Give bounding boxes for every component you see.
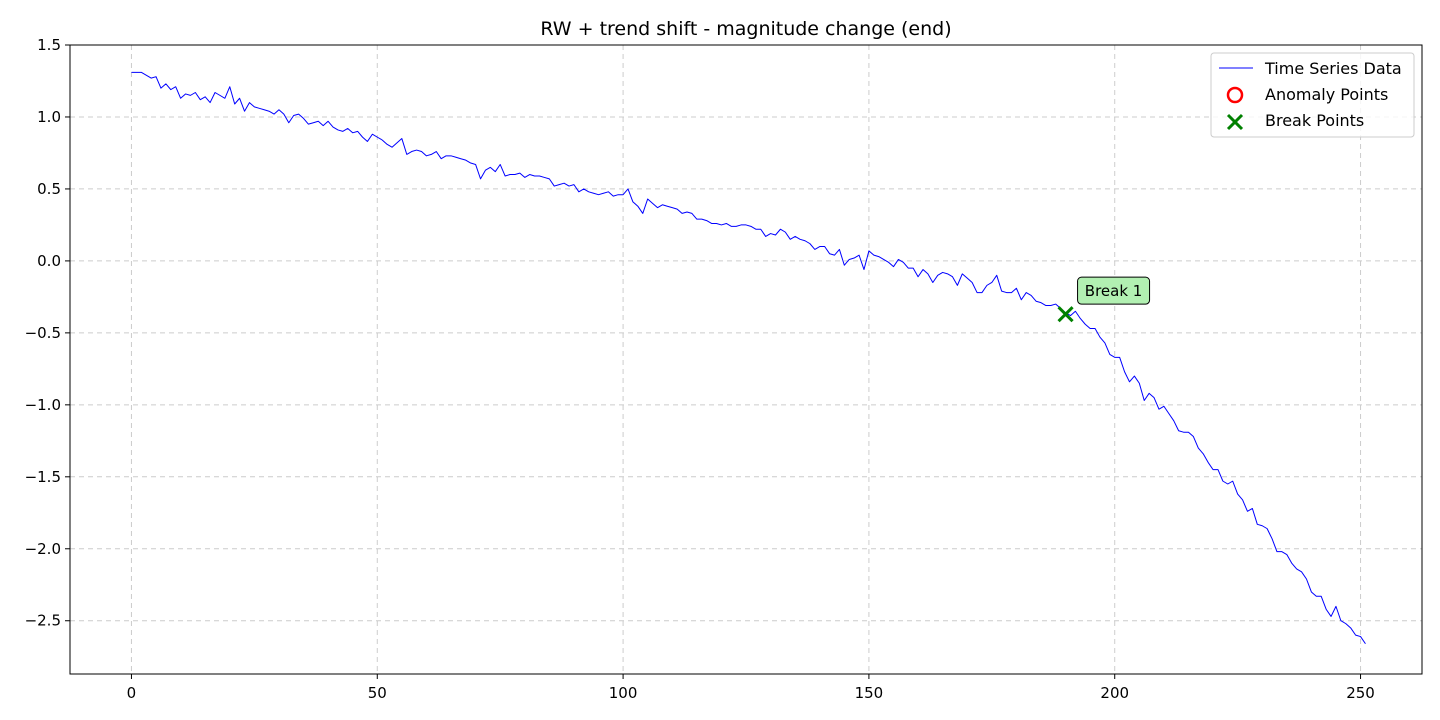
- y-tick-label: 0.0: [37, 252, 61, 270]
- y-tick-label: −2.0: [25, 540, 61, 558]
- y-tick-label: −0.5: [25, 324, 61, 342]
- legend: Time Series Data Anomaly Points Break Po…: [1210, 52, 1415, 138]
- x-tick-label: 0: [127, 684, 137, 702]
- x-tick-label: 150: [855, 684, 884, 702]
- legend-label-time-series: Time Series Data: [1264, 59, 1402, 78]
- legend-break-swatch: [1226, 113, 1244, 131]
- plot-frame: [69, 44, 1423, 675]
- y-tick-label: 0.5: [37, 180, 61, 198]
- break-annotation: Break 1: [1077, 276, 1151, 305]
- legend-label-anomaly: Anomaly Points: [1265, 85, 1388, 104]
- annotation-label: Break 1: [1085, 282, 1143, 300]
- grid-layer: [70, 44, 1422, 674]
- x-tick-label: 250: [1346, 684, 1375, 702]
- y-tick-label: −1.0: [25, 396, 61, 414]
- marker-layer: [1057, 306, 1074, 323]
- x-tick-label: 200: [1100, 684, 1129, 702]
- break-point-marker: [1057, 306, 1074, 323]
- legend-label-break: Break Points: [1265, 111, 1364, 130]
- y-tick-label: 1.5: [37, 36, 61, 54]
- x-tick-label: 50: [368, 684, 387, 702]
- y-axis-ticks: 1.5 1.0 0.5 0.0 −0.5 −1.0 −1.5 −2.0 −2.5: [25, 36, 70, 630]
- annotation-box: [1077, 276, 1151, 305]
- series-line-time-series: [131, 71, 1366, 645]
- series-layer: [131, 71, 1366, 645]
- y-tick-label: 1.0: [37, 108, 61, 126]
- legend-anomaly-swatch: [1226, 86, 1244, 104]
- x-tick-label: 100: [609, 684, 638, 702]
- chart-title: RW + trend shift - magnitude change (end…: [540, 18, 951, 40]
- y-tick-label: −1.5: [25, 468, 61, 486]
- legend-box: [1210, 52, 1415, 138]
- x-axis-ticks: 0 50 100 150 200 250: [127, 674, 1375, 702]
- y-tick-label: −2.5: [25, 612, 61, 630]
- annotation-layer: Break 1: [1077, 276, 1151, 305]
